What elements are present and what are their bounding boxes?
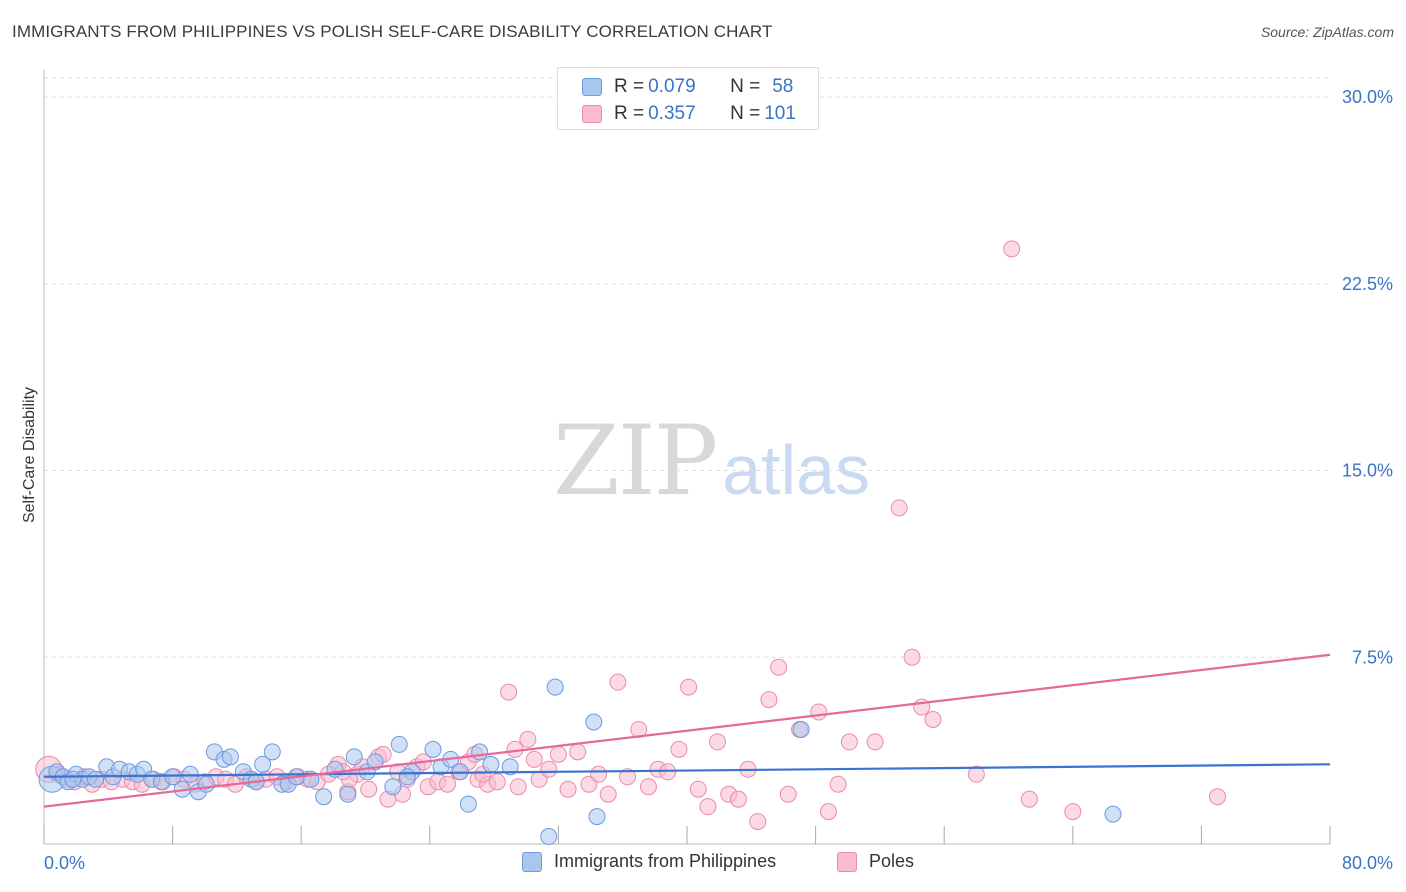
poles-point — [549, 745, 567, 763]
x-tick-label: 80.0% — [1342, 853, 1393, 873]
poles-point — [639, 778, 657, 796]
poles-point — [890, 499, 908, 517]
philippines-point — [540, 828, 558, 846]
poles-point — [559, 780, 577, 798]
poles-point — [760, 691, 778, 709]
philippines-point — [221, 748, 239, 766]
philippines-point — [424, 740, 442, 758]
poles-point — [500, 683, 518, 701]
poles-point — [1020, 790, 1038, 808]
philippines-point — [339, 785, 357, 803]
chart-title: IMMIGRANTS FROM PHILIPPINES VS POLISH SE… — [12, 22, 773, 41]
legend-item-poles[interactable]: Poles — [837, 851, 914, 872]
poles-point — [525, 750, 543, 768]
poles-point — [903, 648, 921, 666]
legend-n-value: 58 — [772, 76, 794, 97]
legend-swatch-pink — [582, 105, 602, 123]
poles-point — [866, 733, 884, 751]
poles-point — [509, 778, 527, 796]
philippines-point — [398, 768, 416, 786]
philippines-trend-line — [43, 763, 1331, 778]
poles-point — [599, 785, 617, 803]
poles-point — [670, 740, 688, 758]
poles-point — [840, 733, 858, 751]
legend-row-philippines: R = 0.079 N = 58 — [582, 74, 793, 100]
poles-point — [770, 658, 788, 676]
philippines-point — [366, 753, 384, 771]
poles-point — [609, 673, 627, 691]
poles-point — [438, 775, 456, 793]
poles-point — [540, 760, 558, 778]
legend-swatch-blue — [522, 851, 542, 872]
philippines-point — [197, 775, 215, 793]
poles-point — [1208, 788, 1226, 806]
legend-r-label: R = — [614, 76, 645, 97]
source-label: Source: ZipAtlas.com — [1260, 24, 1394, 40]
philippines-point — [482, 755, 500, 773]
poles-point — [779, 785, 797, 803]
poles-point — [829, 775, 847, 793]
poles-point — [709, 733, 727, 751]
series-legend: Immigrants from Philippines Poles — [0, 851, 1406, 879]
poles-trend-line — [43, 653, 1331, 808]
poles-point — [1064, 803, 1082, 821]
philippines-point — [315, 788, 333, 806]
philippines-point — [501, 758, 519, 776]
poles-point — [819, 803, 837, 821]
philippines-point — [459, 795, 477, 813]
legend-item-philippines[interactable]: Immigrants from Philippines — [522, 851, 776, 872]
poles-point — [360, 780, 378, 798]
poles-point — [569, 743, 587, 761]
legend-r-value: 0.079 — [648, 76, 696, 97]
y-tick-label: 30.0% — [1342, 87, 1393, 107]
philippines-point — [384, 778, 402, 796]
legend-swatch-pink — [837, 851, 857, 872]
legend-row-poles: R = 0.357 N = 101 — [582, 101, 796, 127]
philippines-point — [588, 808, 606, 826]
poles-point — [699, 798, 717, 816]
philippines-point — [390, 735, 408, 753]
poles-point — [680, 678, 698, 696]
legend-n-label: N = — [730, 76, 761, 97]
philippines-point — [792, 720, 810, 738]
y-tick-label: 7.5% — [1352, 647, 1393, 667]
legend-r-label: R = — [614, 103, 645, 124]
poles-point — [810, 703, 828, 721]
y-axis-label: Self-Care Disability — [21, 386, 38, 524]
philippines-point — [345, 748, 363, 766]
philippines-point — [585, 713, 603, 731]
poles-point — [590, 765, 608, 783]
poles-point — [619, 768, 637, 786]
philippines-point — [546, 678, 564, 696]
watermark-zip: ZIP — [553, 405, 718, 517]
poles-point — [924, 711, 942, 728]
philippines-point — [254, 755, 272, 773]
poles-point — [729, 790, 747, 808]
y-tick-label: 22.5% — [1342, 274, 1393, 294]
poles-point — [1003, 240, 1021, 258]
philippines-point — [164, 768, 182, 786]
philippines-point — [263, 743, 281, 761]
legend-swatch-blue — [582, 78, 602, 96]
poles-point — [689, 780, 707, 798]
legend-r-value: 0.357 — [648, 103, 696, 124]
legend-label-poles: Poles — [869, 851, 915, 871]
philippines-point — [86, 770, 104, 788]
philippines-point — [471, 743, 489, 761]
legend-label-philippines: Immigrants from Philippines — [554, 851, 777, 871]
poles-point — [967, 765, 985, 783]
y-tick-label: 15.0% — [1342, 461, 1393, 481]
legend-n-value: 101 — [764, 103, 796, 124]
x-tick-label: 0.0% — [44, 853, 85, 873]
poles-point — [519, 730, 537, 748]
stats-legend: R = 0.079 N = 58 R = 0.357 N = 101 — [557, 67, 819, 130]
poles-point — [488, 773, 506, 791]
poles-point — [749, 813, 767, 831]
philippines-point — [64, 770, 82, 788]
philippines-point — [1104, 805, 1122, 823]
legend-n-label: N = — [730, 103, 761, 124]
